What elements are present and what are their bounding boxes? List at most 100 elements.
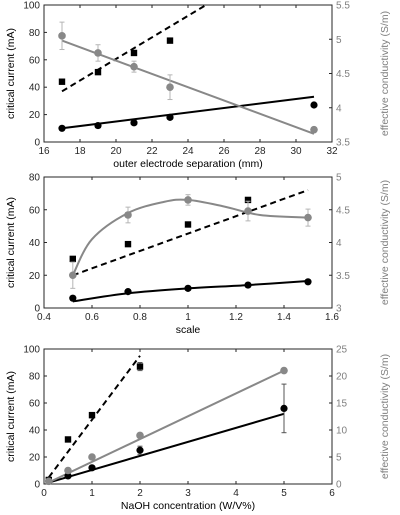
y2-tick-label: 5 [336,173,342,184]
marker-layer [45,362,288,486]
y-axis-label: critical current (mA) [5,28,17,119]
y2-tick-label: 20 [336,372,348,383]
data-point-gray-circle [184,196,192,204]
data-point-circle [244,281,252,289]
data-point-square [136,363,144,370]
data-point-gray-circle [304,213,312,222]
marker-layer [58,21,318,134]
x-tick-label: 22 [146,146,158,157]
data-point-circle [130,119,138,127]
y-tick-label: 100 [23,345,40,356]
x-tick-label: 0.8 [133,312,147,323]
x-tick-label: 4 [233,488,239,499]
y-tick-label: 100 [23,1,40,12]
fit-line-series-2 [72,279,309,303]
data-point-circle [136,446,144,454]
y2-tick-label: 4.5 [336,69,350,80]
data-point-square [69,255,76,263]
data-point-circle [64,472,72,480]
data-point-gray-circle [58,32,66,40]
y-tick-label: 80 [29,372,41,383]
x-tick-label: 0.6 [85,312,99,323]
x-axis-label: scale [176,324,201,336]
chart-panel-1: 16 18 20 22 24 26 28 30 32 0 20 40 60 80 100 3.5 4 4.5 5 5.… [5,1,391,171]
x-tick-label: 1 [185,312,191,323]
data-point-gray-circle [166,83,174,91]
x-tick-label: 1.2 [229,312,243,323]
marker-layer [69,194,312,302]
x-tick-label: 1 [89,488,95,499]
y2-tick-label: 5 [336,453,342,464]
y-tick-label: 0 [34,304,40,315]
x-tick-label: 3 [185,488,191,499]
data-point-gray-circle [280,366,288,375]
y2-tick-label: 0 [336,480,342,491]
data-point-circle [69,294,77,302]
y-axis-label: critical current (mA) [5,197,17,288]
x-tick-label: 2 [137,488,143,499]
y2-axis-label: effective conductivity (S/m) [379,354,391,479]
data-point-square [88,411,96,419]
data-point-gray-circle [130,62,138,71]
data-point-circle [124,288,132,296]
y-tick-label: 60 [29,205,41,216]
x-tick-label: 5 [281,488,287,499]
plot-area-frame [43,4,333,143]
data-point-circle [184,284,192,292]
data-point-gray-circle [69,271,77,280]
y-tick-label: 60 [29,399,41,410]
x-tick-label: 20 [110,146,122,157]
x-tick-label: 26 [218,146,230,157]
data-layer [61,5,315,135]
fit-line-series-1 [61,5,207,93]
x-axis-label: NaOH concentration (W/V%) [121,500,255,512]
x-tick-label: 1.4 [277,312,291,323]
fit-line-series-3 [48,369,285,484]
x-tick-label: 30 [290,146,302,157]
y2-tick-label: 3.5 [336,271,350,282]
fit-line-series-3 [71,198,309,276]
x-tick-label: 18 [74,146,86,157]
y-axis-label: critical current (mA) [5,371,17,462]
y-tick-label: 80 [29,28,41,39]
data-point-gray-circle [124,211,132,219]
y2-tick-label: 5 [336,35,342,46]
data-point-circle [88,464,96,472]
y2-axis-label: effective conductivity (S/m) [379,11,391,136]
data-point-circle [304,278,312,286]
y2-tick-label: 25 [336,345,348,356]
y2-tick-label: 10 [336,426,348,437]
data-point-gray-circle [88,453,96,461]
x-axis-label: outer electrode separation (mm) [113,158,262,170]
data-point-square [64,436,72,443]
data-point-circle [166,113,174,121]
y2-tick-label: 4 [336,238,342,249]
data-point-square [166,37,174,44]
data-point-square [244,196,252,204]
data-point-square [58,78,66,85]
data-point-square [94,68,102,76]
data-point-square [130,49,138,57]
y2-tick-label: 5.5 [336,1,350,12]
y-tick-label: 40 [29,238,41,249]
x-tick-label: 16 [38,146,50,157]
data-point-square [184,221,192,228]
data-layer [48,355,285,484]
x-tick-label: 0 [41,488,47,499]
data-point-circle [58,124,66,132]
data-point-circle [94,121,102,130]
data-point-gray-circle [94,49,102,57]
y2-tick-label: 4.5 [336,205,350,216]
fit-line-series-2 [48,412,285,484]
data-point-gray-circle [244,207,252,215]
y-tick-label: 80 [29,173,41,184]
y2-tick-label: 4 [336,103,342,114]
y-tick-label: 60 [29,55,41,66]
x-tick-label: 24 [182,146,194,157]
y2-tick-label: 3.5 [336,138,350,149]
y-tick-label: 20 [29,110,41,121]
y-tick-label: 20 [29,453,41,464]
y2-tick-label: 15 [336,399,348,410]
